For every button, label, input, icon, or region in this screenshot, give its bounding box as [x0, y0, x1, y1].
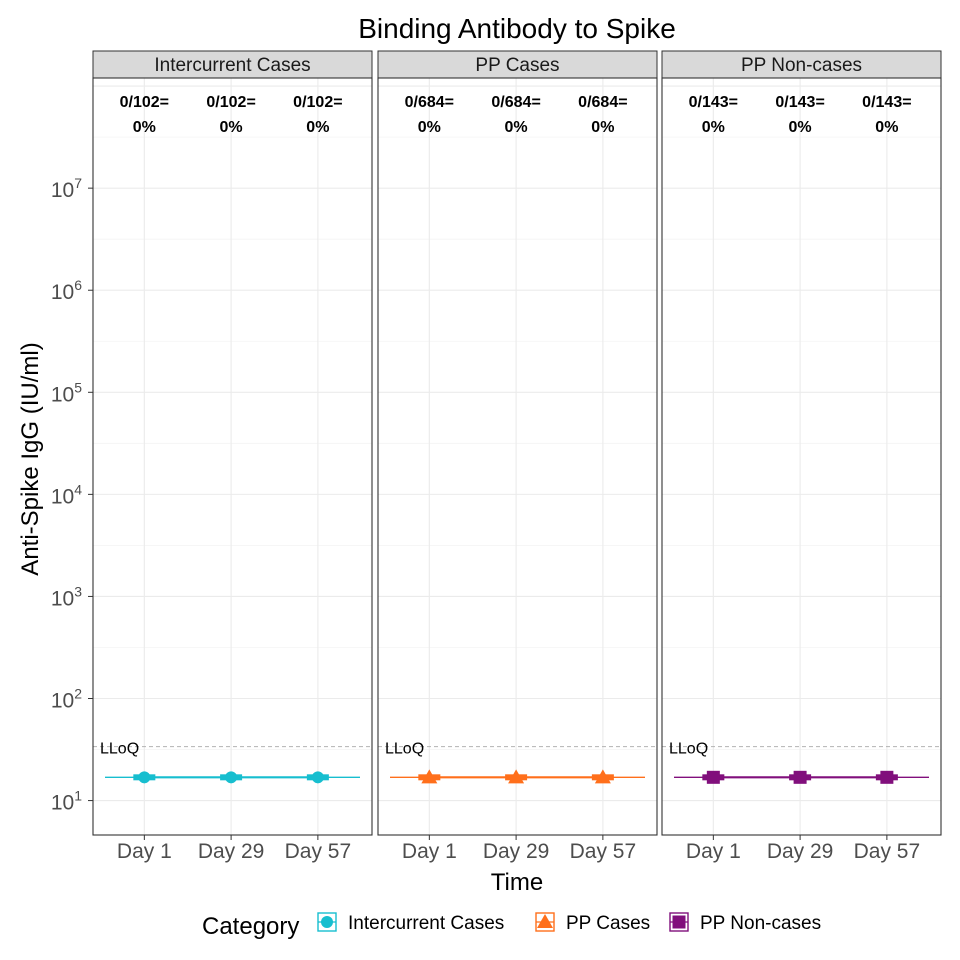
- facet-strip: [661, 50, 942, 79]
- legend-item: PP Non-cases: [669, 912, 821, 934]
- panel-border: [661, 77, 942, 836]
- legend-key-symbol: [321, 916, 333, 928]
- count-label-fraction: 0/102=: [293, 94, 342, 111]
- legend-title: Category: [202, 913, 299, 940]
- y-tick-base: 10: [51, 179, 74, 202]
- count-label-fraction: 0/684=: [491, 94, 540, 111]
- count-label-percent: 0%: [591, 119, 614, 136]
- y-tick-base: 10: [51, 587, 74, 610]
- y-tick-base: 10: [51, 383, 74, 406]
- data-point: [880, 770, 894, 784]
- x-tick-label: Day 29: [198, 840, 265, 863]
- count-label-percent: 0%: [702, 119, 725, 136]
- y-tick-exponent: 5: [74, 379, 82, 395]
- x-tick-label: Day 1: [117, 840, 172, 863]
- y-tick-exponent: 7: [74, 175, 82, 191]
- x-tick-label: Day 1: [686, 840, 741, 863]
- legend-item: PP Cases: [535, 912, 650, 934]
- legend-key-symbol: [537, 914, 553, 928]
- panel-border: [92, 77, 373, 836]
- y-tick-label: 102: [51, 686, 82, 713]
- count-label-fraction: 0/143=: [689, 94, 738, 111]
- lloq-label: LLoQ: [100, 741, 139, 758]
- facet-panel-3: PP Non-cases LLoQ 0/143= 0% 0/143= 0% 0/143= 0%…: [661, 50, 942, 863]
- y-axis-title: Anti-Spike IgG (IU/ml): [17, 342, 44, 575]
- count-label-fraction: 0/684=: [405, 94, 454, 111]
- y-tick-label: 107: [51, 175, 82, 202]
- y-tick-label: 103: [51, 583, 82, 610]
- lloq-label: LLoQ: [385, 741, 424, 758]
- y-tick-exponent: 4: [74, 481, 82, 497]
- count-label-fraction: 0/143=: [775, 94, 824, 111]
- data-point: [138, 771, 151, 784]
- lloq-label: LLoQ: [669, 741, 708, 758]
- legend-key-symbol: [672, 915, 686, 929]
- facet-panel-2: PP Cases LLoQ 0/684= 0% 0/684= 0% 0/684= 0% Day …: [377, 50, 658, 863]
- data-point: [225, 771, 238, 784]
- panel-background: [378, 78, 657, 835]
- data-point: [706, 770, 720, 784]
- x-tick-label: Day 29: [483, 840, 550, 863]
- y-tick-label: 106: [51, 277, 82, 304]
- legend: Category Intercurrent Cases PP Cases PP No…: [202, 912, 821, 940]
- x-tick-label: Day 57: [854, 840, 921, 863]
- count-label-fraction: 0/143=: [862, 94, 911, 111]
- count-label-fraction: 0/684=: [578, 94, 627, 111]
- x-tick-label: Day 57: [285, 840, 352, 863]
- legend-item: Intercurrent Cases: [317, 912, 504, 934]
- panel-background: [93, 78, 372, 835]
- y-tick-base: 10: [51, 485, 74, 508]
- y-tick-base: 10: [51, 690, 74, 713]
- y-tick-label: 104: [51, 481, 82, 508]
- panel-border: [377, 77, 658, 836]
- facet-strip: [377, 50, 658, 79]
- y-tick-base: 10: [51, 792, 74, 815]
- count-label-percent: 0%: [875, 119, 898, 136]
- count-label-fraction: 0/102=: [120, 94, 169, 111]
- data-point: [421, 769, 438, 784]
- count-label-percent: 0%: [505, 119, 528, 136]
- chart-title: Binding Antibody to Spike: [358, 13, 676, 44]
- facet-strip-label: PP Non-cases: [741, 55, 862, 76]
- facet-panel-1: Intercurrent Cases LLoQ 0/102= 0% 0/102= 0% 0/…: [92, 50, 373, 863]
- x-tick-label: Day 57: [570, 840, 637, 863]
- facet-strip-label: PP Cases: [475, 55, 559, 76]
- count-label-percent: 0%: [789, 119, 812, 136]
- y-tick-exponent: 2: [74, 686, 82, 702]
- data-point: [594, 769, 611, 784]
- x-tick-label: Day 29: [767, 840, 834, 863]
- panel-background: [662, 78, 941, 835]
- x-tick-label: Day 1: [402, 840, 457, 863]
- legend-label: PP Non-cases: [700, 913, 821, 934]
- data-point: [508, 769, 525, 784]
- count-label-percent: 0%: [418, 119, 441, 136]
- y-tick-base: 10: [51, 281, 74, 304]
- y-tick-exponent: 6: [74, 277, 82, 293]
- count-label-percent: 0%: [306, 119, 329, 136]
- y-tick-exponent: 1: [74, 788, 82, 804]
- y-tick-exponent: 3: [74, 583, 82, 599]
- y-tick-label: 101: [51, 788, 82, 815]
- facet-strip-label: Intercurrent Cases: [154, 55, 310, 76]
- facet-panels: Intercurrent Cases LLoQ 0/102= 0% 0/102= 0% 0/…: [92, 50, 942, 863]
- count-label-percent: 0%: [133, 119, 156, 136]
- count-label-percent: 0%: [220, 119, 243, 136]
- data-point: [793, 770, 807, 784]
- legend-label: Intercurrent Cases: [348, 913, 504, 934]
- data-point: [311, 771, 324, 784]
- count-label-fraction: 0/102=: [206, 94, 255, 111]
- legend-label: PP Cases: [566, 913, 650, 934]
- x-axis-title: Time: [491, 869, 543, 896]
- y-tick-label: 105: [51, 379, 82, 406]
